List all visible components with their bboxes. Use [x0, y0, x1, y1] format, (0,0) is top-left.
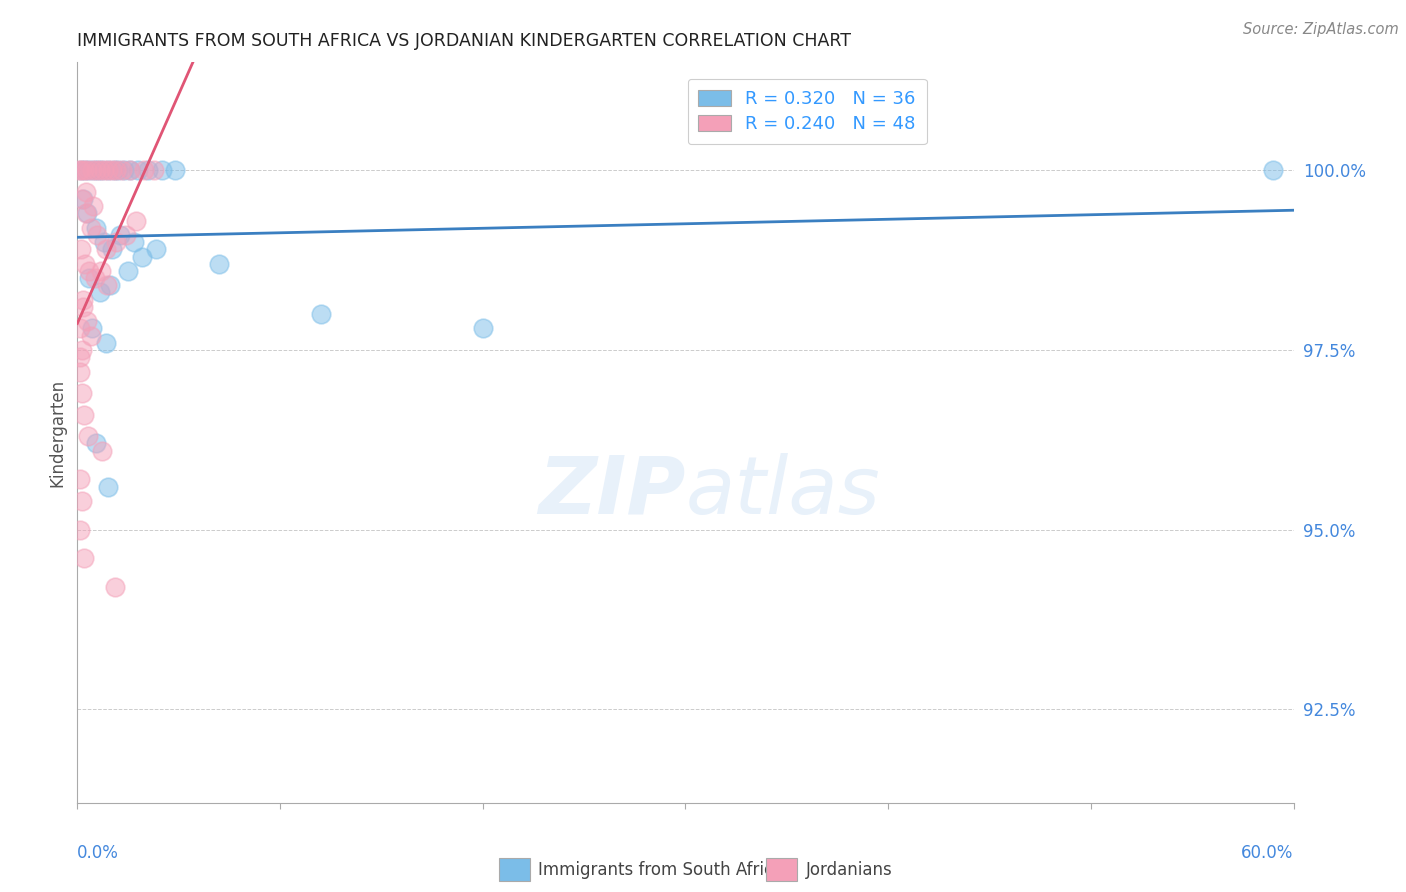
Text: Source: ZipAtlas.com: Source: ZipAtlas.com: [1243, 22, 1399, 37]
Point: [1263, 163, 1285, 178]
Point: [76, 163, 98, 178]
Point: [127, 163, 149, 178]
Point: [69, 523, 91, 537]
Point: [122, 235, 145, 249]
Point: [76, 314, 98, 328]
Point: [72, 293, 94, 307]
Point: [118, 163, 141, 178]
Point: [104, 580, 127, 594]
Point: [97, 163, 120, 178]
Point: [72, 192, 94, 206]
Point: [73, 163, 96, 178]
Point: [104, 163, 127, 178]
Point: [77, 264, 100, 278]
Point: [90, 163, 112, 178]
Point: [309, 307, 332, 321]
Point: [72, 300, 94, 314]
Point: [136, 163, 159, 178]
Point: [70, 243, 93, 257]
Point: [112, 163, 135, 178]
Point: [89, 285, 111, 300]
Point: [96, 278, 118, 293]
Point: [79, 271, 101, 285]
Point: [103, 163, 125, 178]
Point: [76, 206, 98, 220]
Point: [80, 321, 103, 335]
Point: [117, 264, 139, 278]
Point: [80, 163, 103, 178]
Point: [104, 235, 127, 249]
Point: [86, 227, 108, 242]
Point: [90, 264, 112, 278]
Point: [107, 163, 129, 178]
Text: 60.0%: 60.0%: [1241, 844, 1294, 862]
Point: [69, 350, 91, 364]
Text: 0.0%: 0.0%: [77, 844, 120, 862]
Point: [94, 335, 117, 350]
Point: [89, 163, 111, 178]
Point: [94, 243, 117, 257]
Point: [70, 494, 93, 508]
Point: [70, 163, 93, 178]
Point: [98, 278, 121, 293]
Point: [73, 551, 96, 566]
Point: [75, 185, 97, 199]
Point: [152, 163, 174, 178]
Point: [69, 365, 91, 379]
Point: [108, 227, 131, 242]
Point: [79, 220, 101, 235]
Point: [70, 386, 93, 401]
Point: [90, 443, 112, 458]
Point: [82, 199, 104, 213]
Point: [76, 429, 98, 443]
Text: IMMIGRANTS FROM SOUTH AFRICA VS JORDANIAN KINDERGARTEN CORRELATION CHART: IMMIGRANTS FROM SOUTH AFRICA VS JORDANIA…: [77, 32, 851, 50]
Point: [75, 163, 97, 178]
Point: [69, 472, 91, 486]
Point: [111, 163, 134, 178]
Point: [101, 163, 124, 178]
Point: [84, 436, 107, 450]
Point: [131, 250, 153, 264]
Point: [73, 408, 96, 422]
Point: [79, 163, 101, 178]
Point: [115, 227, 138, 242]
Text: ZIP: ZIP: [538, 453, 686, 531]
Text: Immigrants from South Africa: Immigrants from South Africa: [538, 861, 783, 879]
Point: [83, 163, 105, 178]
Point: [67, 163, 90, 178]
Point: [73, 257, 96, 271]
Point: [208, 257, 231, 271]
Point: [84, 220, 107, 235]
Point: [101, 243, 124, 257]
Point: [163, 163, 186, 178]
Point: [80, 328, 103, 343]
Point: [97, 479, 120, 493]
Y-axis label: Kindergarten: Kindergarten: [48, 378, 66, 487]
Point: [125, 213, 148, 227]
Legend: R = 0.320   N = 36, R = 0.240   N = 48: R = 0.320 N = 36, R = 0.240 N = 48: [688, 78, 927, 145]
Point: [97, 163, 120, 178]
Text: atlas: atlas: [686, 453, 880, 531]
Point: [471, 321, 494, 335]
Point: [93, 163, 115, 178]
Text: Jordanians: Jordanians: [806, 861, 893, 879]
Point: [84, 163, 107, 178]
Point: [143, 163, 166, 178]
Point: [118, 163, 141, 178]
Point: [70, 343, 93, 357]
Point: [83, 271, 105, 285]
Point: [70, 163, 93, 178]
Point: [86, 163, 108, 178]
Point: [93, 235, 115, 249]
Point: [75, 206, 97, 220]
Point: [145, 243, 167, 257]
Point: [69, 321, 91, 335]
Point: [134, 163, 156, 178]
Point: [72, 192, 94, 206]
